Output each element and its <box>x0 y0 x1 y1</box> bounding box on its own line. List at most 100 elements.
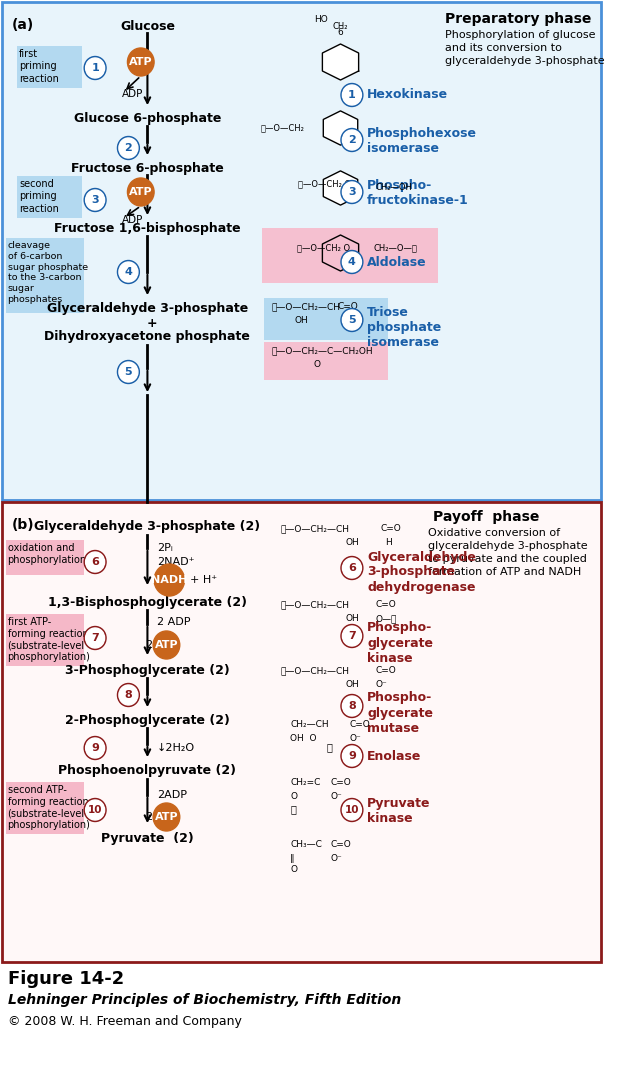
Circle shape <box>341 695 363 717</box>
Text: Oxidative conversion of: Oxidative conversion of <box>428 528 560 538</box>
Circle shape <box>341 180 363 204</box>
Circle shape <box>86 552 105 572</box>
Text: C=O: C=O <box>376 600 396 609</box>
Text: Ⓟ—O—CH₂—CH: Ⓟ—O—CH₂—CH <box>281 666 349 675</box>
Circle shape <box>342 182 361 202</box>
Text: Glucose: Glucose <box>120 20 175 33</box>
Circle shape <box>117 136 139 160</box>
Text: 1,3-Bisphosphoglycerate (2): 1,3-Bisphosphoglycerate (2) <box>48 596 247 609</box>
Text: (b): (b) <box>11 518 34 532</box>
Text: glyceraldehyde 3-phosphate: glyceraldehyde 3-phosphate <box>445 56 605 66</box>
Text: (a): (a) <box>11 18 34 32</box>
Text: 4: 4 <box>124 267 133 277</box>
Text: ↓2H₂O: ↓2H₂O <box>157 743 195 753</box>
Text: 6: 6 <box>338 28 344 38</box>
Text: ADP: ADP <box>122 89 143 99</box>
Text: formation of ATP and NADH: formation of ATP and NADH <box>428 567 581 577</box>
FancyBboxPatch shape <box>6 238 84 313</box>
Text: 2: 2 <box>145 640 152 650</box>
Text: Figure 14-2: Figure 14-2 <box>8 970 124 988</box>
FancyBboxPatch shape <box>17 176 82 218</box>
FancyBboxPatch shape <box>2 502 601 962</box>
Text: ADP: ADP <box>122 215 143 225</box>
Text: glycerate: glycerate <box>367 637 433 650</box>
Text: + H⁺: + H⁺ <box>190 575 217 585</box>
Circle shape <box>341 84 363 106</box>
Text: isomerase: isomerase <box>367 336 439 348</box>
FancyBboxPatch shape <box>264 342 388 379</box>
Text: first
priming
reaction: first priming reaction <box>19 49 59 84</box>
Text: ATP: ATP <box>155 812 178 822</box>
Circle shape <box>119 362 138 382</box>
Text: ‖: ‖ <box>290 854 295 863</box>
Text: 2 ADP: 2 ADP <box>157 617 190 627</box>
Text: 2: 2 <box>348 135 356 145</box>
Text: 3-phosphate: 3-phosphate <box>367 566 455 579</box>
Text: 4: 4 <box>348 257 356 267</box>
Text: Phospho-: Phospho- <box>367 179 432 192</box>
Text: cleavage
of 6-carbon
sugar phosphate
to the 3-carbon
sugar
phosphates: cleavage of 6-carbon sugar phosphate to … <box>8 241 87 303</box>
Circle shape <box>342 130 361 150</box>
Circle shape <box>86 628 105 647</box>
Text: second
priming
reaction: second priming reaction <box>19 179 59 213</box>
Text: Glyceraldehyde 3-phosphate: Glyceraldehyde 3-phosphate <box>47 302 248 315</box>
FancyBboxPatch shape <box>6 540 84 575</box>
Text: dehydrogenase: dehydrogenase <box>367 581 476 594</box>
Text: Phospho-: Phospho- <box>367 622 432 635</box>
Text: ATP: ATP <box>129 57 153 66</box>
Text: Lehninger Principles of Biochemistry, Fifth Edition: Lehninger Principles of Biochemistry, Fi… <box>8 993 401 1007</box>
Text: Ⓟ: Ⓟ <box>327 742 332 751</box>
Circle shape <box>86 58 105 78</box>
Text: Pyruvate  (2): Pyruvate (2) <box>101 832 194 845</box>
Circle shape <box>127 48 154 76</box>
Text: HO: HO <box>314 15 328 25</box>
Circle shape <box>84 189 106 211</box>
Text: and its conversion to: and its conversion to <box>445 43 562 53</box>
Text: isomerase: isomerase <box>367 142 439 154</box>
Text: H: H <box>385 538 392 547</box>
Text: CH₂: CH₂ <box>333 23 348 31</box>
Text: ATP: ATP <box>129 187 153 197</box>
Text: Hexokinase: Hexokinase <box>367 89 448 102</box>
Text: second ATP-
forming reaction
(substrate-level
phosphorylation): second ATP- forming reaction (substrate-… <box>8 785 91 830</box>
Text: CH₃—C: CH₃—C <box>290 840 322 849</box>
Text: CH₂—OH: CH₂—OH <box>376 183 413 193</box>
Text: Pyruvate: Pyruvate <box>367 796 430 809</box>
Text: glyceraldehyde 3-phosphate: glyceraldehyde 3-phosphate <box>428 541 588 551</box>
Text: 10: 10 <box>88 805 102 815</box>
Text: C=O: C=O <box>376 666 396 675</box>
Circle shape <box>341 799 363 821</box>
Text: 8: 8 <box>348 701 356 711</box>
Text: CH₂—CH: CH₂—CH <box>290 720 328 729</box>
FancyBboxPatch shape <box>6 614 84 666</box>
Circle shape <box>342 696 361 716</box>
FancyBboxPatch shape <box>2 2 601 500</box>
Text: Ⓟ—O—CH₂—CH: Ⓟ—O—CH₂—CH <box>281 600 349 609</box>
Text: Fructose 1,6-bisphosphate: Fructose 1,6-bisphosphate <box>54 222 241 235</box>
Text: 2ADP: 2ADP <box>157 790 187 800</box>
Polygon shape <box>323 170 358 205</box>
Text: Ⓟ—O—CH₂ O: Ⓟ—O—CH₂ O <box>297 243 350 253</box>
Text: Dihydroxyacetone phosphate: Dihydroxyacetone phosphate <box>44 330 250 343</box>
Circle shape <box>341 309 363 331</box>
Circle shape <box>342 746 361 766</box>
Circle shape <box>341 251 363 273</box>
Text: 5: 5 <box>348 315 356 325</box>
Text: Payoff  phase: Payoff phase <box>433 510 539 524</box>
Text: Aldolase: Aldolase <box>367 255 427 268</box>
Circle shape <box>119 262 138 282</box>
FancyBboxPatch shape <box>262 228 437 283</box>
Circle shape <box>341 625 363 647</box>
Text: OH: OH <box>295 316 309 325</box>
Text: OH: OH <box>346 614 359 623</box>
Text: O⁻: O⁻ <box>330 792 342 801</box>
Text: 3: 3 <box>348 187 356 197</box>
Text: C=O: C=O <box>330 778 351 787</box>
Circle shape <box>84 551 106 574</box>
Text: O⁻: O⁻ <box>376 680 387 689</box>
Circle shape <box>117 360 139 384</box>
Text: 6: 6 <box>91 557 99 567</box>
Text: O—Ⓟ: O—Ⓟ <box>376 614 397 623</box>
Text: Phosphohexose: Phosphohexose <box>367 126 477 139</box>
Text: +: + <box>147 317 157 330</box>
